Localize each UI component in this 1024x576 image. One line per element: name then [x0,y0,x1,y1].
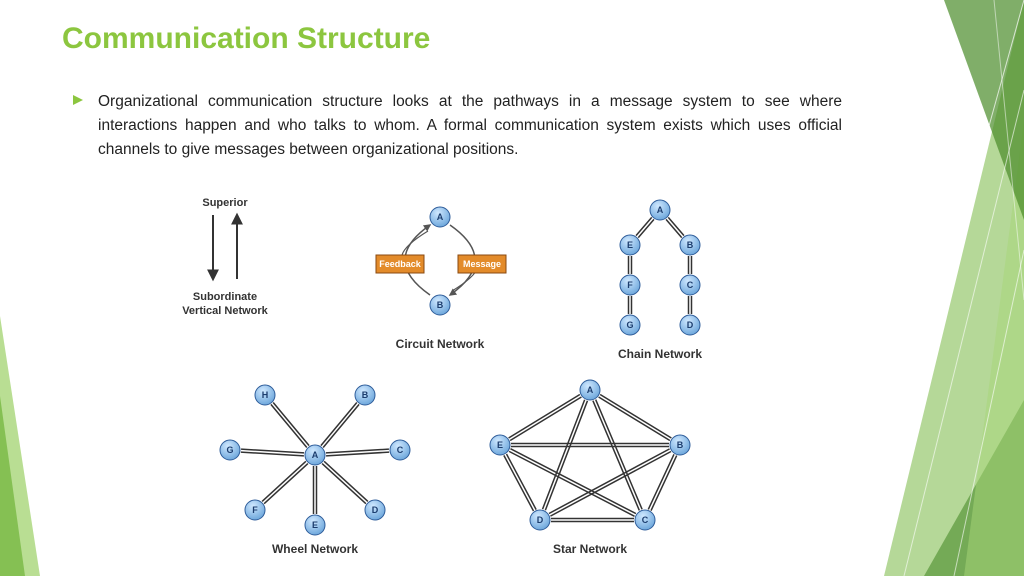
svg-text:D: D [372,505,379,515]
svg-text:D: D [687,320,694,330]
svg-text:B: B [437,300,444,310]
svg-text:C: C [397,445,404,455]
svg-text:A: A [312,450,319,460]
star-svg: A B C D E [460,370,720,540]
svg-text:B: B [677,440,684,450]
bullet-arrow-icon [72,94,84,106]
svg-text:F: F [627,280,633,290]
svg-text:E: E [312,520,318,530]
svg-text:D: D [537,515,544,525]
svg-text:E: E [497,440,503,450]
wheel-svg: B C D E F G H A [200,370,430,540]
vertical-arrows [165,209,285,289]
svg-text:A: A [657,205,664,215]
body-lead: Organizational communication structure [98,93,383,110]
svg-text:H: H [262,390,269,400]
svg-text:A: A [437,212,444,222]
svg-text:B: B [362,390,369,400]
chain-svg: A E B F C G D [580,195,740,345]
svg-text:C: C [687,280,694,290]
diagram-wheel-network: B C D E F G H A Wheel Network [200,370,430,556]
circuit-svg: Feedback Message A B [340,195,540,335]
svg-text:G: G [626,320,633,330]
svg-text:G: G [226,445,233,455]
diagram-chain-network: A E B F C G D Chain Network [580,195,740,361]
svg-text:Message: Message [463,259,501,269]
circuit-caption: Circuit Network [340,337,540,351]
body-bullet: Organizational communication structure l… [72,90,842,162]
vertical-label-superior: Superior [165,197,285,209]
decoration-left [0,276,80,576]
svg-text:A: A [587,385,594,395]
svg-text:B: B [687,240,694,250]
diagrams-area: Superior Subordinate Vertical Network Fe… [130,195,810,555]
vertical-caption: Vertical Network [165,305,285,317]
svg-text:C: C [642,515,649,525]
body-text: Organizational communication structure l… [98,90,842,162]
svg-text:E: E [627,240,633,250]
diagram-star-network: A B C D E Star Network [460,370,720,556]
svg-text:F: F [252,505,258,515]
diagram-vertical-network: Superior Subordinate Vertical Network [165,195,285,317]
wheel-caption: Wheel Network [200,542,430,556]
chain-caption: Chain Network [580,347,740,361]
svg-text:Feedback: Feedback [379,259,422,269]
slide-title: Communication Structure [62,22,430,56]
vertical-label-subordinate: Subordinate [165,291,285,303]
star-caption: Star Network [460,542,720,556]
decoration-right [824,0,1024,576]
diagram-circuit-network: Feedback Message A B Circuit Network [340,195,540,351]
